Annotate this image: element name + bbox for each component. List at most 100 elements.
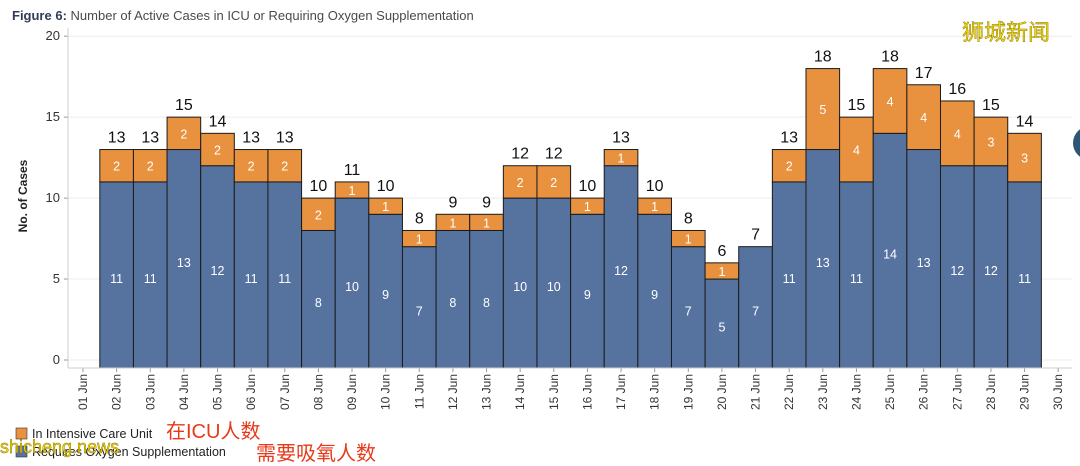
bar-oxygen-label: 11 [278,272,291,286]
y-tick-label: 5 [53,271,60,286]
x-tick-label: 05 Jun [211,374,225,410]
y-tick-label: 10 [46,190,60,205]
bar-total-label: 14 [1016,113,1034,130]
bar-total-label: 15 [175,97,193,114]
bar-icu-label: 2 [281,160,288,174]
bar-oxygen-label: 10 [345,280,359,294]
bar-group: 14 4 18 [872,49,908,369]
overlay-oxygen-annotation: 需要吸氧人数 [256,442,376,465]
bar-icu [536,165,572,199]
bar-oxygen-label: 12 [211,264,225,278]
bar-total-label: 15 [982,97,1000,114]
x-tick-label: 13 Jun [480,374,494,410]
x-tick-label: 22 Jun [782,374,796,410]
bar-oxygen-label: 8 [315,296,322,310]
bar-total-label: 6 [717,243,726,260]
bar-group: 8 2 10 [301,178,336,369]
bar-icu [99,149,134,183]
bar-oxygen-label: 9 [651,288,658,302]
x-tick-label: 19 Jun [681,374,695,410]
bar-group: 9 1 10 [570,178,605,369]
bar-icu [132,149,168,183]
bar-icu-label: 2 [113,160,120,174]
bar-icu-label: 1 [382,200,389,214]
x-tick-label: 20 Jun [715,374,729,410]
x-tick-label: 24 Jun [849,374,863,410]
bar-group: 11 4 15 [839,97,874,369]
x-tick-label: 30 Jun [1051,374,1065,410]
bar-total-label: 15 [848,97,866,114]
bar-icu-label: 2 [517,176,524,190]
x-tick-label: 29 Jun [1018,374,1032,410]
bar-oxygen [973,165,1009,369]
bar-oxygen-label: 13 [177,256,191,270]
bar-oxygen-label: 9 [382,288,389,302]
legend: In Intensive Care Unit Requires Oxygen S… [15,427,226,459]
bar-icu-label: 1 [584,200,591,214]
bar-group: 11 2 13 [771,130,807,369]
bar-icu-label: 2 [180,127,187,141]
bar-icu-label: 4 [920,111,927,125]
bar-oxygen-label: 11 [783,272,796,286]
bar-group: 11 3 14 [1007,113,1042,369]
bar-total-label: 10 [646,178,664,195]
bar-group: 12 2 14 [200,113,235,369]
bar-group: 10 2 12 [502,146,538,369]
bar-oxygen-label: 14 [883,248,897,262]
bar-oxygen [166,149,202,369]
x-tick-label: 09 Jun [345,374,359,410]
bar-oxygen-label: 12 [614,264,628,278]
bar-oxygen [469,229,504,369]
bar-group: 11 2 13 [99,130,134,369]
bar-total-label: 16 [948,81,966,98]
bar-icu-label: 4 [954,127,961,141]
bar-icu-label: 1 [483,216,490,230]
bar-icu-label: 5 [819,103,826,117]
bar-total-label: 13 [612,130,630,147]
bar-icu [334,181,370,199]
bar-oxygen [670,246,706,369]
bar-total-label: 8 [684,210,693,227]
bar-icu [973,116,1009,167]
bar-oxygen-label: 8 [483,296,490,310]
bar-group: 12 4 16 [939,81,975,369]
bar-icu [637,197,672,215]
x-tick-label: 10 Jun [379,374,393,410]
x-tick-label: 03 Jun [143,374,157,410]
bar-icu-label: 4 [887,95,894,109]
bar-icu-label: 1 [416,233,423,247]
bar-oxygen [368,213,403,369]
x-axis-ticks: 01 Jun 02 Jun 03 Jun 04 Jun 05 Jun 06 Jun 07 J… [76,368,1065,410]
scroll-handle[interactable] [1073,126,1080,160]
bar-group: 10 2 12 [536,146,572,369]
x-tick-label: 06 Jun [244,374,258,410]
bar-group: 77 [738,227,773,369]
y-axis-label: No. of Cases [16,159,30,232]
bar-oxygen-label: 7 [416,304,423,318]
bar-icu [233,149,269,183]
bar-oxygen [233,181,269,369]
bar-total-label: 13 [108,130,126,147]
bar-oxygen-label: 11 [245,272,258,286]
y-tick-label: 15 [46,109,60,124]
bar-oxygen [570,213,605,369]
bar-oxygen-label: 12 [950,264,964,278]
watermark-top-right: 狮城新闻 [962,20,1050,45]
bar-icu [267,149,303,183]
bar-icu-label: 1 [685,233,692,247]
bar-total-label: 12 [511,146,529,163]
bar-icu [368,197,403,215]
bar-group: 8 1 9 [435,194,471,369]
x-tick-label: 26 Jun [917,374,931,410]
x-tick-label: 08 Jun [311,374,325,410]
bar-total-label: 13 [141,130,159,147]
bar-icu-label: 2 [248,160,255,174]
bar-oxygen-label: 10 [513,280,527,294]
x-tick-label: 16 Jun [580,374,594,410]
bar-oxygen [267,181,303,369]
bar-group: 13 4 17 [906,65,941,369]
bar-group: 12 1 13 [603,130,639,369]
figure-label: Figure 6: [12,8,67,23]
bar-icu-label: 2 [147,160,154,174]
